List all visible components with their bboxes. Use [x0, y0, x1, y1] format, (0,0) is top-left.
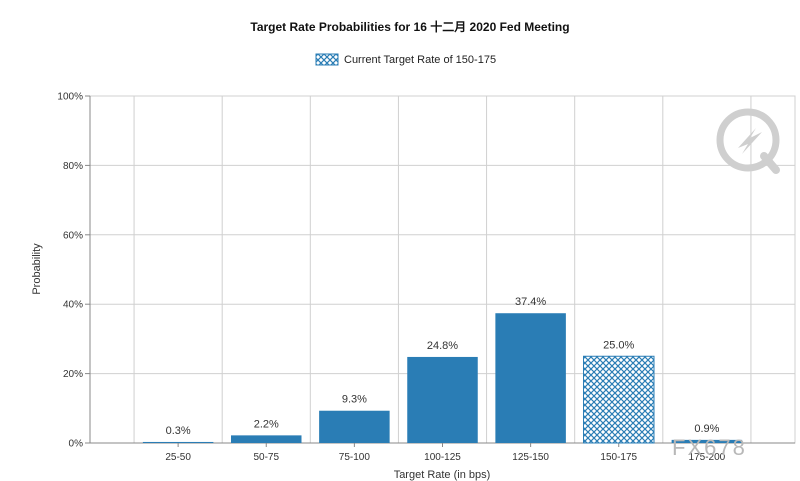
x-tick-label-75-100: 75-100 — [339, 452, 371, 463]
y-tick-label: 100% — [57, 92, 83, 103]
y-axis-label: Probability — [31, 243, 43, 295]
y-tick-label: 60% — [63, 230, 83, 241]
y-tick-label: 40% — [63, 300, 83, 311]
bars-layer — [142, 313, 743, 444]
data-label-50-75: 2.2% — [254, 418, 279, 430]
bar-25-50 — [142, 441, 214, 443]
x-tick-label-50-75: 50-75 — [253, 452, 279, 463]
x-tick-label-100-125: 100-125 — [424, 452, 461, 463]
x-tick-label-125-150: 125-150 — [512, 452, 549, 463]
bar-175-200 — [671, 439, 743, 443]
x-tick-label-150-175: 150-175 — [600, 452, 637, 463]
y-tick-label: 0% — [69, 439, 84, 450]
data-label-75-100: 9.3% — [342, 394, 367, 406]
legend-swatch — [315, 53, 339, 66]
x-tick-label-25-50: 25-50 — [165, 452, 191, 463]
legend-label: Current Target Rate of 150-175 — [344, 54, 496, 66]
data-label-125-150: 37.4% — [515, 296, 546, 308]
bar-150-175 — [583, 355, 655, 444]
bar-125-150 — [495, 313, 566, 443]
watermark-text: FX678 — [672, 435, 747, 460]
legend: Current Target Rate of 150-175 — [315, 53, 496, 66]
watermark-logo-icon — [716, 108, 780, 174]
bar-75-100 — [319, 410, 390, 443]
chart-title: Target Rate Probabilities for 16 十二月 202… — [250, 19, 569, 34]
bar-50-75 — [231, 435, 302, 443]
data-label-25-50: 0.3% — [166, 425, 191, 437]
data-label-100-125: 24.8% — [427, 340, 458, 352]
data-label-150-175: 25.0% — [603, 339, 634, 351]
y-tick-label: 20% — [63, 369, 83, 380]
data-label-175-200: 0.9% — [694, 423, 719, 435]
bar-100-125 — [407, 356, 478, 443]
labels-layer: 0.3% 2.2% 9.3% 24.8% 37.4% 25.0% 0.9% — [166, 296, 720, 437]
x-tick-label-175-200: 175-200 — [689, 452, 726, 463]
x-axis-label: Target Rate (in bps) — [394, 469, 491, 481]
y-tick-label: 80% — [63, 161, 83, 172]
